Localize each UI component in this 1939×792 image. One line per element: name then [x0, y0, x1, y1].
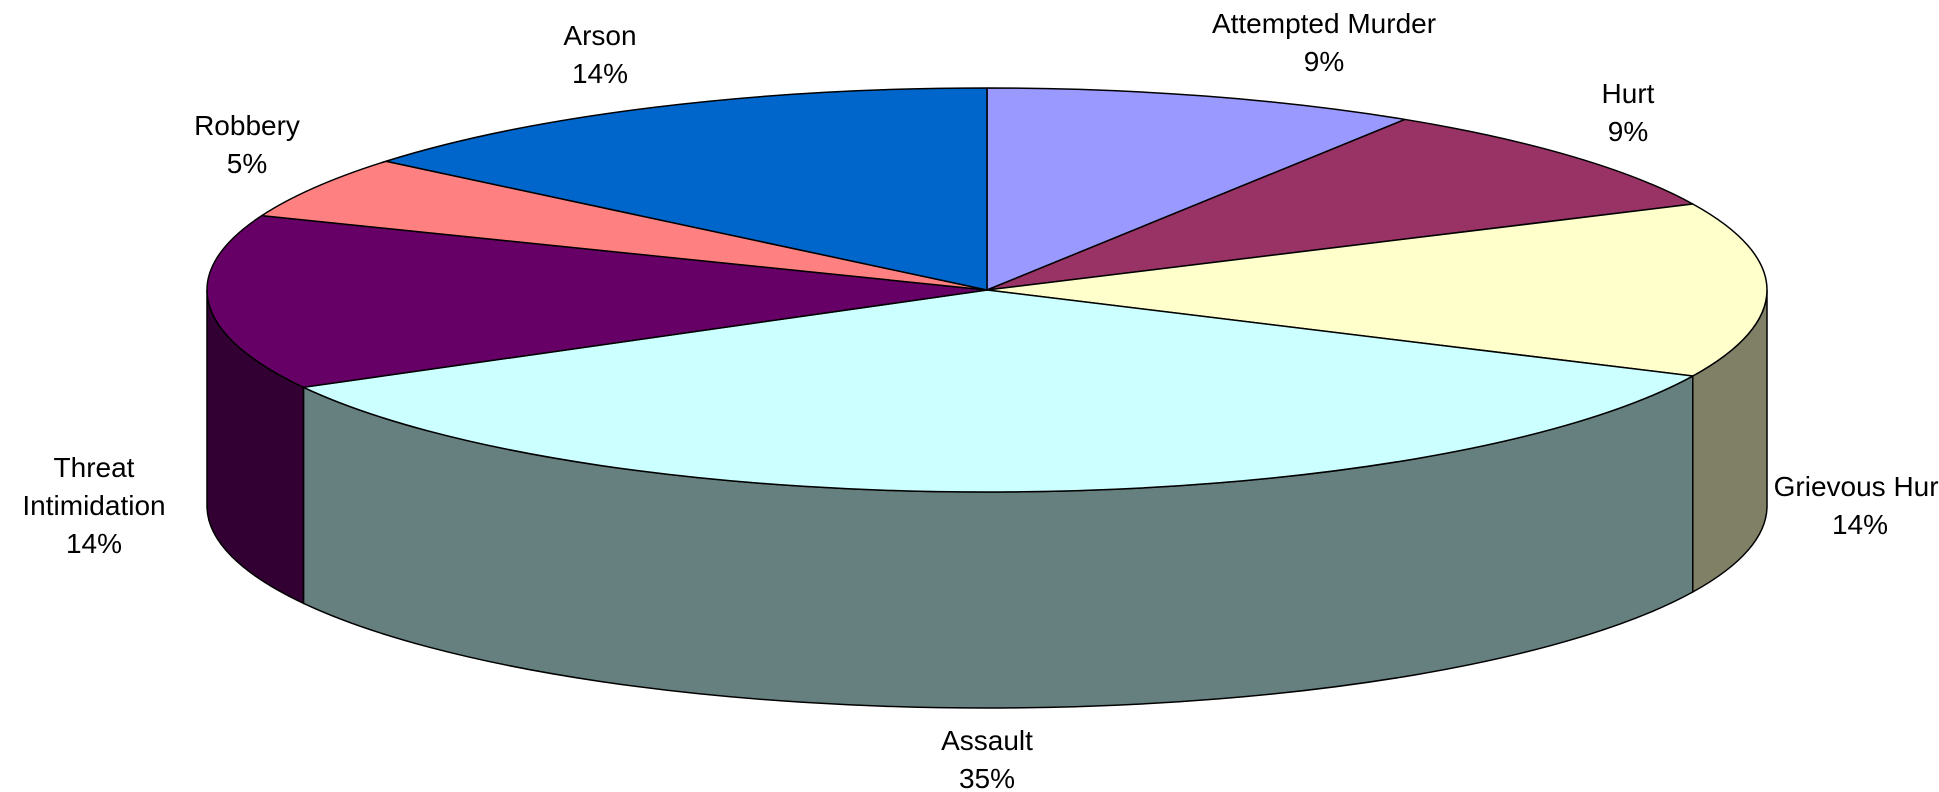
slice-name: Hurt: [1601, 78, 1655, 109]
pie-slice: [206, 214, 988, 389]
slice-label: Assault 35%: [941, 722, 1033, 792]
slice-label: Arson 14%: [563, 17, 636, 93]
slice-name: Robbery: [194, 110, 300, 141]
slice-name: Threat Intimidation: [22, 452, 166, 521]
pie-slice: [385, 87, 988, 291]
pie-slice: [302, 289, 1694, 493]
pie-slice: [986, 87, 1406, 291]
slice-value: 9%: [1303, 46, 1345, 77]
slice-value: 14%: [1831, 509, 1889, 540]
slice-label: Robbery 5%: [194, 107, 300, 183]
slice-name: Arson: [563, 20, 637, 51]
slice-label: Attempted Murder 9%: [1212, 5, 1436, 81]
pie-slice: [986, 203, 1768, 377]
slice-value: 14%: [571, 58, 629, 89]
pie-slice: [261, 160, 988, 291]
slice-name: Grievous Hurt: [1773, 471, 1939, 502]
slice-label: Grievous Hurt 14%: [1765, 468, 1939, 544]
slice-name: Assault: [941, 725, 1033, 756]
slice-label: Threat Intimidation 14%: [0, 449, 189, 563]
pie-slice: [986, 118, 1694, 291]
slice-value: 9%: [1607, 116, 1649, 147]
slice-value: 5%: [226, 148, 268, 179]
slice-value: 14%: [65, 528, 123, 559]
slice-label: Hurt 9%: [1602, 75, 1655, 151]
slice-name: Attempted Murder: [1211, 8, 1437, 39]
slice-value: 35%: [958, 763, 1016, 792]
